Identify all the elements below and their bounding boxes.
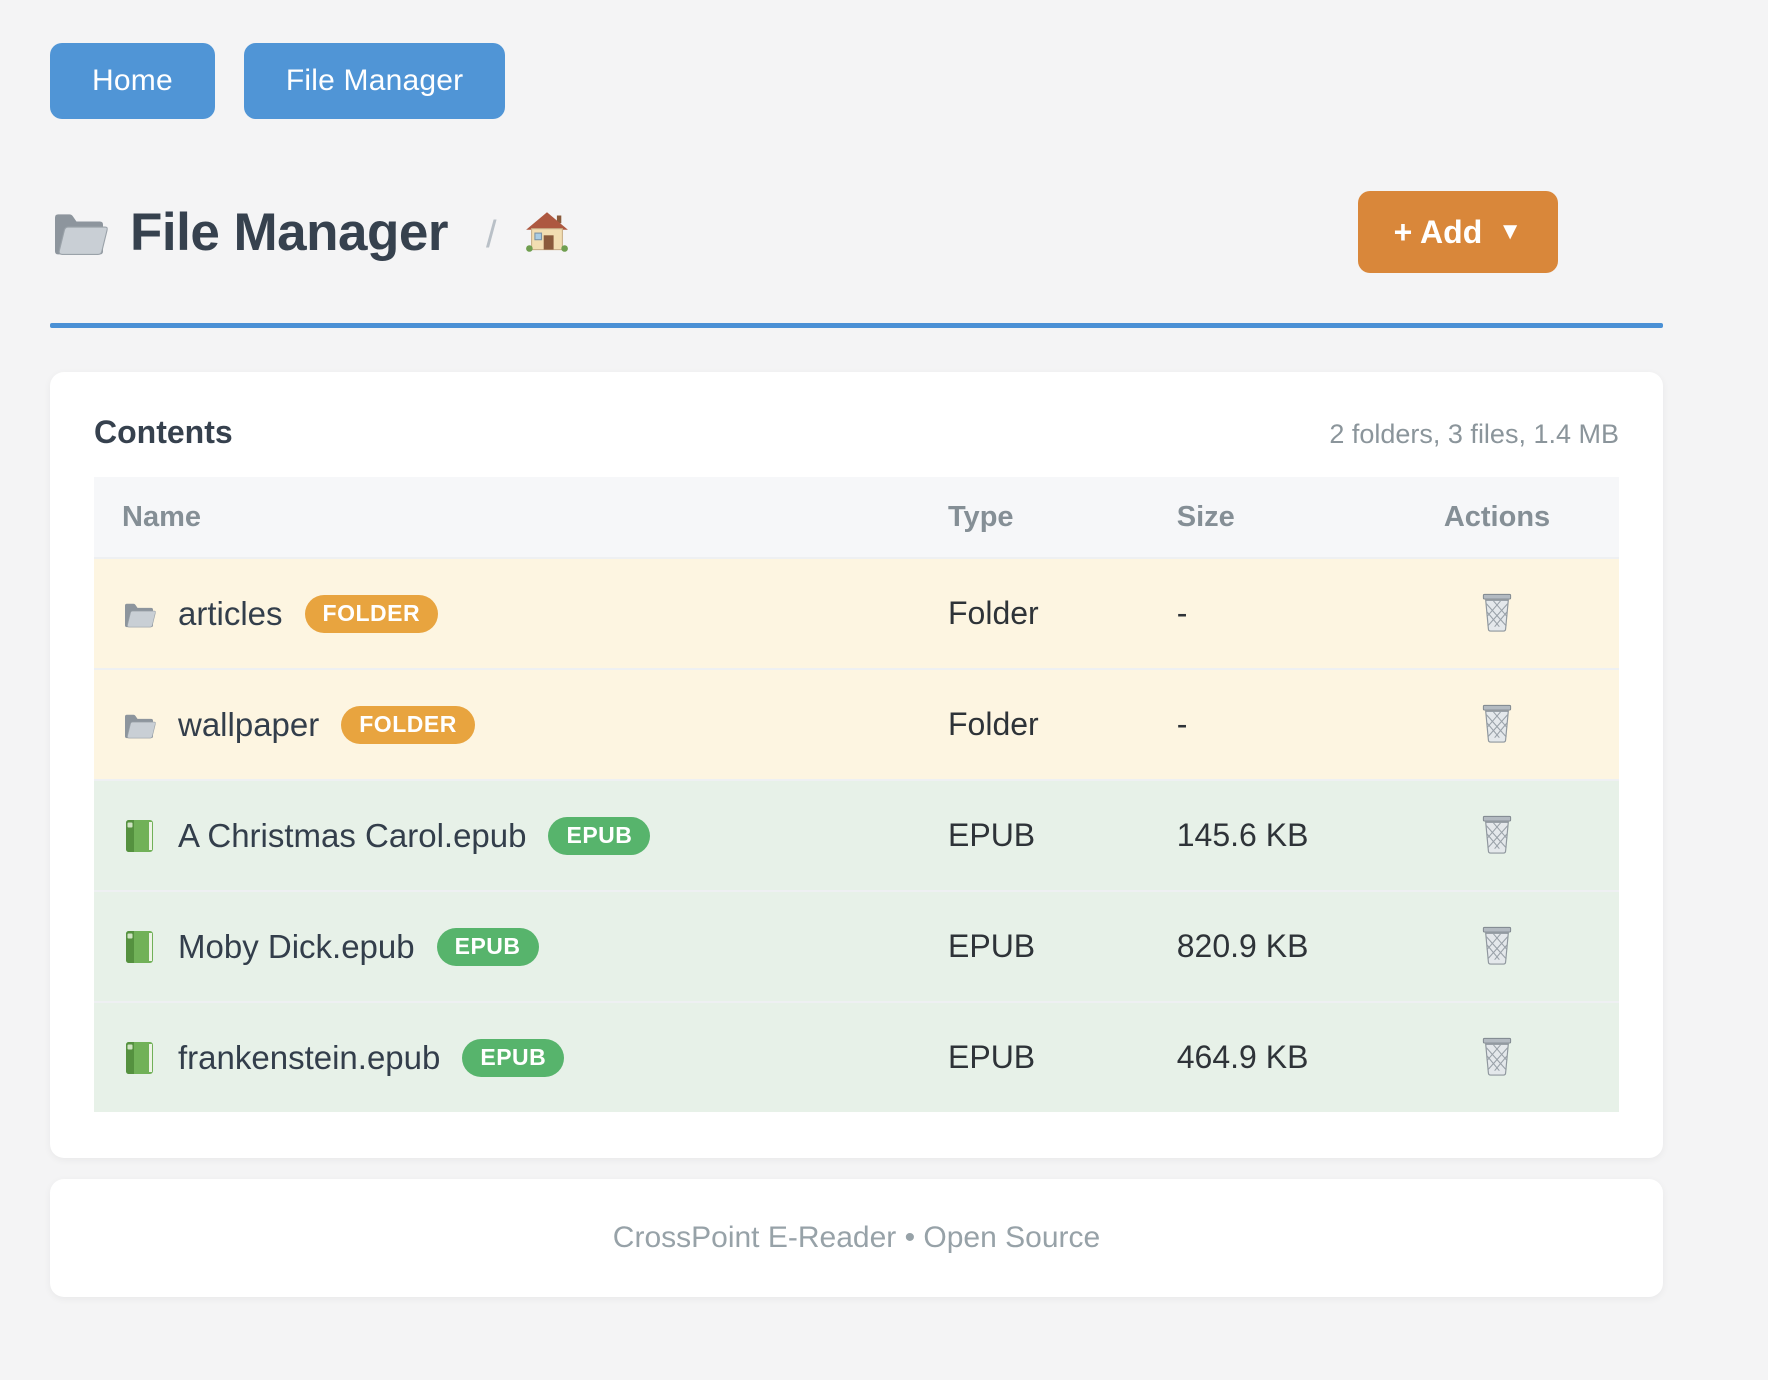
folder-icon [50,208,108,256]
file-name-link[interactable]: wallpaper [178,705,320,743]
column-header-type: Type [948,500,1014,533]
table-row: Moby Dick.epub EPUB EPUB 820.9 KB [94,890,1619,1001]
house-icon[interactable] [525,211,569,253]
contents-heading: Contents [94,414,233,450]
size-cell: - [1176,706,1188,742]
type-cell: EPUB [948,817,1036,853]
table-row: frankenstein.epub EPUB EPUB 464.9 KB [94,1001,1619,1112]
type-cell: Folder [948,595,1039,631]
page: Home File Manager File Manager / + Add ▼… [50,43,1768,1297]
book-icon [122,1040,156,1076]
type-cell: Folder [948,706,1039,742]
type-badge: EPUB [548,816,651,855]
book-icon [122,929,156,965]
trash-icon [1479,1036,1515,1076]
file-table: Name Type Size Actions articles FOLDER F… [94,477,1619,1112]
delete-button[interactable] [1475,699,1519,747]
home-button[interactable]: Home [50,43,215,119]
size-cell: 145.6 KB [1176,817,1309,853]
file-name-link[interactable]: Moby Dick.epub [178,927,415,965]
top-nav: Home File Manager [50,43,1768,119]
size-cell: - [1176,595,1188,631]
trash-icon [1479,814,1515,854]
folder-icon [122,711,156,739]
contents-card: Contents 2 folders, 3 files, 1.4 MB Name… [50,372,1663,1158]
trash-icon [1479,703,1515,743]
column-header-actions: Actions [1443,500,1551,533]
page-title: File Manager [130,202,448,262]
type-cell: EPUB [948,928,1036,964]
title-group: File Manager / [50,202,569,263]
table-row: articles FOLDER Folder - [94,557,1619,668]
trash-icon [1479,592,1515,632]
size-cell: 820.9 KB [1176,928,1309,964]
book-icon [122,818,156,854]
type-badge: FOLDER [304,594,439,633]
contents-card-header: Contents 2 folders, 3 files, 1.4 MB [94,414,1619,451]
footer-card: CrossPoint E-Reader • Open Source [50,1179,1663,1297]
delete-button[interactable] [1475,810,1519,858]
title-divider [50,323,1663,328]
type-badge: FOLDER [341,705,475,744]
add-button-label: + Add [1393,213,1483,250]
delete-button[interactable] [1475,921,1519,969]
column-header-name: Name [122,500,201,533]
type-badge: EPUB [436,927,539,966]
chevron-down-icon: ▼ [1498,218,1522,245]
footer-text: CrossPoint E-Reader • Open Source [612,1221,1101,1254]
type-cell: EPUB [948,1039,1036,1075]
size-cell: 464.9 KB [1176,1039,1309,1075]
file-name-link[interactable]: frankenstein.epub [178,1038,441,1076]
add-button[interactable]: + Add ▼ [1357,191,1558,273]
contents-summary: 2 folders, 3 files, 1.4 MB [1329,419,1619,449]
delete-button[interactable] [1475,588,1519,636]
breadcrumb-separator: / [485,213,497,256]
table-row: A Christmas Carol.epub EPUB EPUB 145.6 K… [94,779,1619,890]
type-badge: EPUB [462,1038,565,1077]
trash-icon [1479,925,1515,965]
column-header-size: Size [1176,500,1235,533]
page-header: File Manager / + Add ▼ [50,191,1663,273]
file-name-link[interactable]: articles [178,594,283,632]
table-header-row: Name Type Size Actions [94,477,1619,557]
folder-icon [122,600,156,628]
file-manager-button[interactable]: File Manager [243,43,506,119]
delete-button[interactable] [1475,1032,1519,1080]
file-name-link[interactable]: A Christmas Carol.epub [178,816,527,854]
table-row: wallpaper FOLDER Folder - [94,668,1619,779]
